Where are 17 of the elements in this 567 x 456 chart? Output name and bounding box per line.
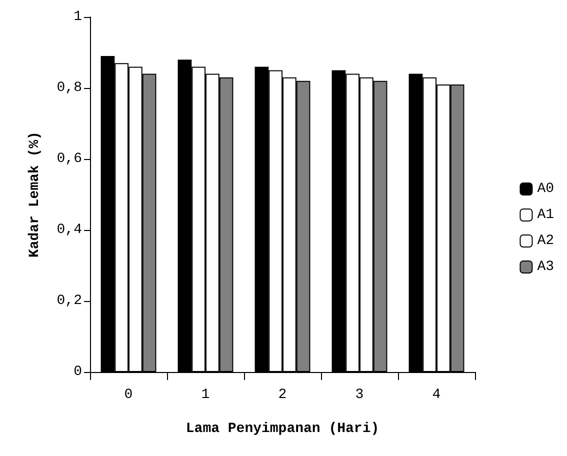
y-tick-label: 0,4 [56,222,82,238]
x-axis-title: Lama Penyimpanan (Hari) [186,421,380,437]
legend-label: A0 [537,181,554,197]
x-tick-label: 4 [432,387,441,403]
x-tick-label: 1 [201,387,210,403]
y-tick-label: 1 [74,9,82,25]
x-tick-label: 2 [278,387,287,403]
y-tick-label: 0,6 [56,151,82,167]
legend-label: A1 [537,207,554,223]
legend-label: A2 [537,233,554,249]
y-tick-label: 0,2 [56,293,82,309]
y-tick-label: 0,8 [56,80,82,96]
x-tick-label: 3 [355,387,364,403]
x-tick-label: 0 [124,387,133,403]
y-axis-title: Kadar Lemak (%) [27,131,43,258]
legend-label: A3 [537,259,554,275]
y-tick-label: 0 [74,364,82,380]
